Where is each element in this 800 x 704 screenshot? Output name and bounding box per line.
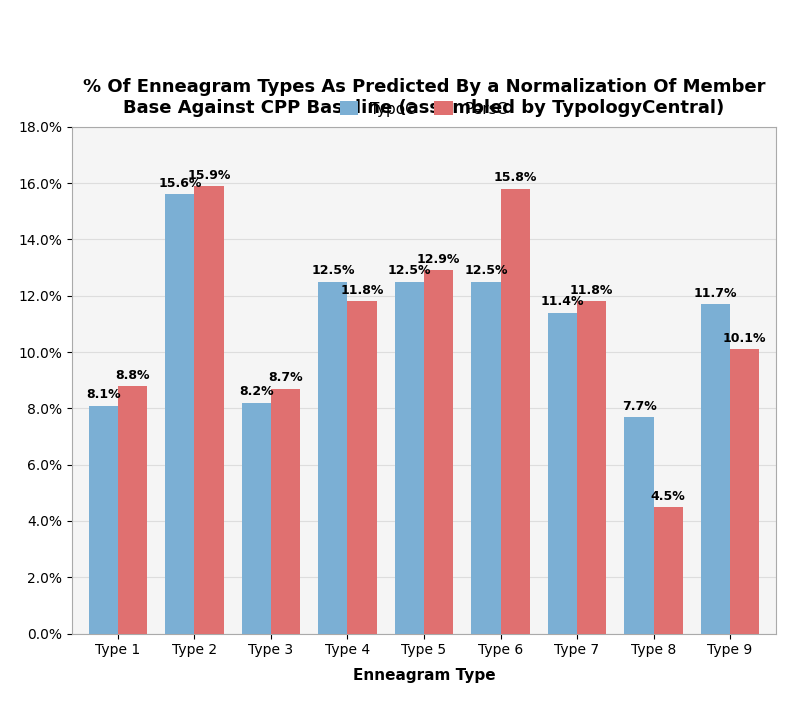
- Text: 15.9%: 15.9%: [187, 169, 230, 182]
- Text: 11.8%: 11.8%: [570, 284, 614, 297]
- Bar: [395, 282, 424, 634]
- Bar: [654, 507, 682, 634]
- Bar: [471, 282, 501, 634]
- Text: 8.2%: 8.2%: [239, 386, 274, 398]
- Bar: [166, 194, 194, 634]
- Bar: [701, 304, 730, 634]
- Legend: TypoC, PersC: TypoC, PersC: [332, 94, 516, 124]
- Text: 4.5%: 4.5%: [650, 490, 686, 503]
- Text: 8.7%: 8.7%: [268, 372, 303, 384]
- Bar: [730, 349, 759, 634]
- Text: 11.7%: 11.7%: [694, 287, 738, 300]
- Bar: [194, 186, 223, 634]
- Bar: [242, 403, 271, 634]
- Bar: [271, 389, 300, 634]
- Text: 10.1%: 10.1%: [723, 332, 766, 345]
- Text: 12.5%: 12.5%: [388, 265, 431, 277]
- Text: 15.8%: 15.8%: [494, 172, 537, 184]
- Text: 7.7%: 7.7%: [622, 400, 657, 413]
- Bar: [577, 301, 606, 634]
- Text: 12.5%: 12.5%: [311, 265, 354, 277]
- Text: 12.9%: 12.9%: [417, 253, 460, 266]
- Title: % Of Enneagram Types As Predicted By a Normalization Of Member
Base Against CPP : % Of Enneagram Types As Predicted By a N…: [82, 78, 766, 117]
- Bar: [625, 417, 654, 634]
- Bar: [501, 189, 530, 634]
- Bar: [318, 282, 347, 634]
- Text: 8.1%: 8.1%: [86, 389, 121, 401]
- Text: 12.5%: 12.5%: [464, 265, 508, 277]
- Bar: [89, 406, 118, 634]
- Bar: [347, 301, 377, 634]
- Text: 11.8%: 11.8%: [340, 284, 384, 297]
- Text: 15.6%: 15.6%: [158, 177, 202, 190]
- Text: 11.4%: 11.4%: [541, 296, 584, 308]
- X-axis label: Enneagram Type: Enneagram Type: [353, 668, 495, 684]
- Bar: [424, 270, 453, 634]
- Text: 8.8%: 8.8%: [115, 369, 150, 382]
- Bar: [118, 386, 147, 634]
- Bar: [548, 313, 577, 634]
